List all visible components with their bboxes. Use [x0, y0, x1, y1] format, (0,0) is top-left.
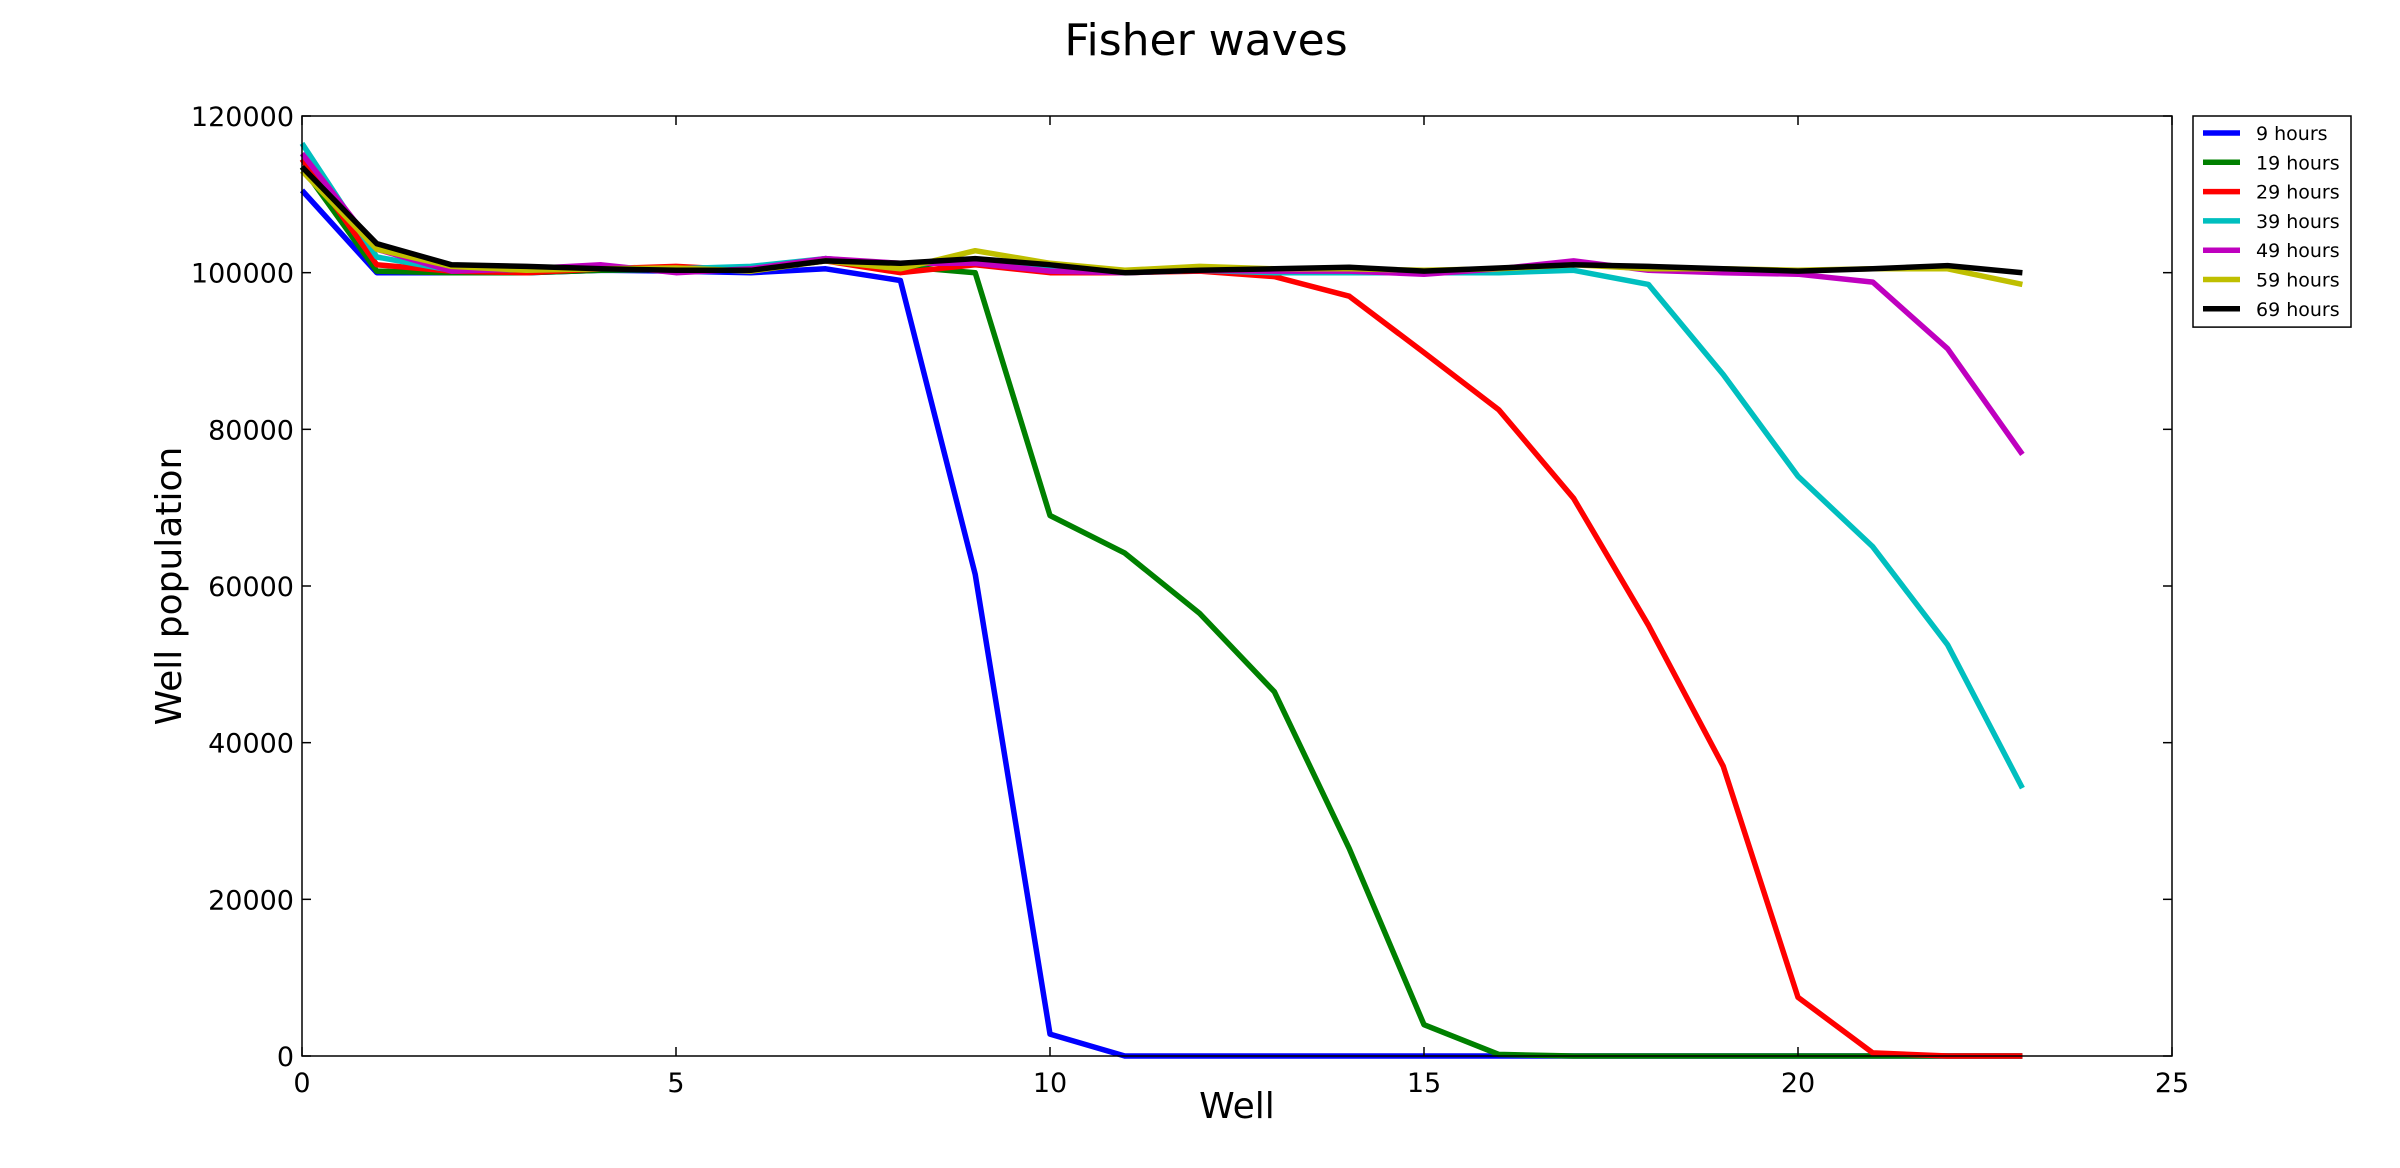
legend-label-1: 19 hours [2256, 152, 2340, 174]
x-axis-label: Well [1199, 1086, 1275, 1127]
legend-label-2: 29 hours [2256, 182, 2340, 204]
series-line-4 [299, 151, 2025, 456]
x-tick-label: 15 [1407, 1068, 1441, 1099]
chart-title: Fisher waves [1064, 15, 1347, 66]
y-tick-label: 0 [277, 1042, 294, 1073]
series-line-6 [300, 164, 2023, 276]
series-line-3 [299, 141, 2025, 790]
legend-label-6: 69 hours [2256, 299, 2340, 321]
y-tick-label: 100000 [191, 259, 294, 290]
legend-label-0: 9 hours [2256, 123, 2328, 145]
plot-frame [301, 115, 2173, 1057]
legend: 9 hours 19 hours 29 hours 39 hours 49 hours 5… [2192, 115, 2352, 328]
series-line-2 [299, 157, 2023, 1059]
legend-label-3: 39 hours [2256, 211, 2340, 233]
x-tick-label: 10 [1033, 1068, 1067, 1099]
y-tick-label: 20000 [208, 885, 294, 916]
y-tick-label: 80000 [208, 415, 294, 446]
series-lines [299, 141, 2025, 1059]
legend-label-5: 59 hours [2256, 270, 2340, 292]
x-tick-label: 5 [667, 1068, 684, 1099]
x-tick-label: 25 [2155, 1068, 2189, 1099]
series-line-1 [299, 165, 2023, 1059]
x-tick-label: 0 [293, 1068, 310, 1099]
series-line-0 [299, 188, 2023, 1059]
y-tick-label: 40000 [208, 729, 294, 760]
y-tick-label: 120000 [191, 102, 294, 133]
y-tick-label: 60000 [208, 572, 294, 603]
legend-label-4: 49 hours [2256, 240, 2340, 262]
axis-ticks: 0 5 10 15 20 25 0 20000 40000 60000 80000 100000 120… [191, 102, 2189, 1099]
x-tick-label: 20 [1781, 1068, 1815, 1099]
y-axis-label: Well population [149, 447, 190, 726]
